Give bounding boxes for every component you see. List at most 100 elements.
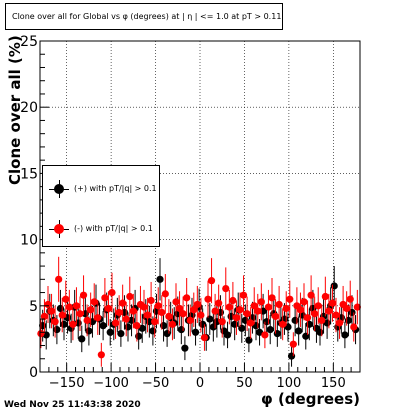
data-point-minus [247,307,255,339]
data-point-plus [181,336,189,361]
marker-plus [238,324,246,332]
data-point-minus [264,289,273,325]
data-point-minus [314,287,322,325]
marker-minus [321,292,329,301]
data-point-minus [350,312,358,342]
marker-minus [343,304,351,313]
data-point-minus [197,297,205,333]
data-point-plus [117,320,125,347]
marker-plus [206,315,214,323]
marker-minus [51,318,59,326]
data-point-minus [151,305,159,338]
marker-minus [271,312,280,320]
data-point-plus [177,315,185,345]
marker-minus [193,300,201,309]
data-point-minus [158,295,166,330]
x-tick-label: −50 [142,376,169,391]
marker-minus [307,291,315,299]
data-point-minus [168,308,177,341]
marker-minus [111,319,120,327]
data-point-minus [90,283,98,321]
marker-plus [191,328,200,336]
data-point-minus [183,277,191,318]
data-point-minus [271,299,280,334]
data-point-minus [147,281,155,320]
data-point-minus [335,307,344,339]
marker-plus [305,320,313,328]
data-point-minus [261,321,269,349]
marker-minus [211,307,219,315]
data-point-plus [138,313,146,343]
marker-minus [236,306,244,314]
data-point-minus [250,287,258,325]
marker-minus [286,295,294,303]
marker-minus [76,310,84,318]
x-tick-label: −100 [93,376,129,391]
data-point-minus [65,289,73,325]
data-point-minus [279,308,287,341]
marker-minus [147,296,155,305]
marker-minus [83,316,91,324]
x-tick-label: 50 [236,376,253,391]
data-point-plus [223,321,232,349]
data-point-minus [218,305,226,338]
marker-minus [332,311,340,319]
marker-minus [318,316,326,324]
x-tick-label: −150 [49,376,85,391]
data-point-minus [175,291,184,326]
data-point-minus [225,289,233,325]
data-point-minus [275,285,283,324]
marker-minus [325,307,333,315]
data-point-plus [78,325,86,353]
chart-title: Clone over all for Global vs φ (degrees)… [12,12,282,21]
marker-minus [104,304,113,313]
legend-item-minus: (-) with pT/|q| > 0.1 [43,220,161,238]
marker-minus [161,290,169,298]
marker-plus [316,328,324,336]
marker-minus [232,314,241,322]
marker-minus [179,310,187,318]
marker-minus [311,310,319,318]
marker-plus [177,326,185,334]
marker-minus [183,294,191,302]
marker-plus [78,335,86,343]
marker-minus [197,311,205,319]
marker-minus [250,302,258,310]
data-point-minus [215,284,223,322]
data-point-minus [286,280,294,318]
marker-plus [344,316,353,324]
marker-plus [138,324,146,332]
legend-marker-minus [54,224,64,234]
marker-minus [300,298,308,306]
marker-minus [222,284,230,293]
data-point-minus [76,296,84,331]
marker-plus [163,330,171,338]
data-point-minus [343,291,351,326]
marker-minus [129,307,137,315]
data-point-minus [200,324,209,351]
marker-minus [303,314,312,322]
marker-minus [40,312,49,320]
y-tick-label: 15 [20,166,38,182]
y-tick-label: 25 [20,34,38,50]
marker-minus [215,299,223,307]
marker-minus [264,303,273,311]
data-point-minus [321,276,329,317]
x-axis-label: φ (degrees) [261,390,360,408]
marker-plus [266,326,274,334]
marker-minus [62,295,70,303]
marker-minus [275,300,283,309]
marker-minus [72,302,81,310]
data-point-minus [346,280,354,318]
marker-minus [200,333,209,342]
marker-plus [106,328,114,336]
data-point-plus [245,328,253,353]
marker-minus [119,299,127,307]
data-point-plus [295,316,303,346]
marker-minus [225,303,233,311]
data-point-minus [154,287,162,325]
marker-minus [346,295,354,303]
marker-minus [186,316,194,324]
data-point-minus [62,280,70,318]
marker-minus [257,298,265,306]
